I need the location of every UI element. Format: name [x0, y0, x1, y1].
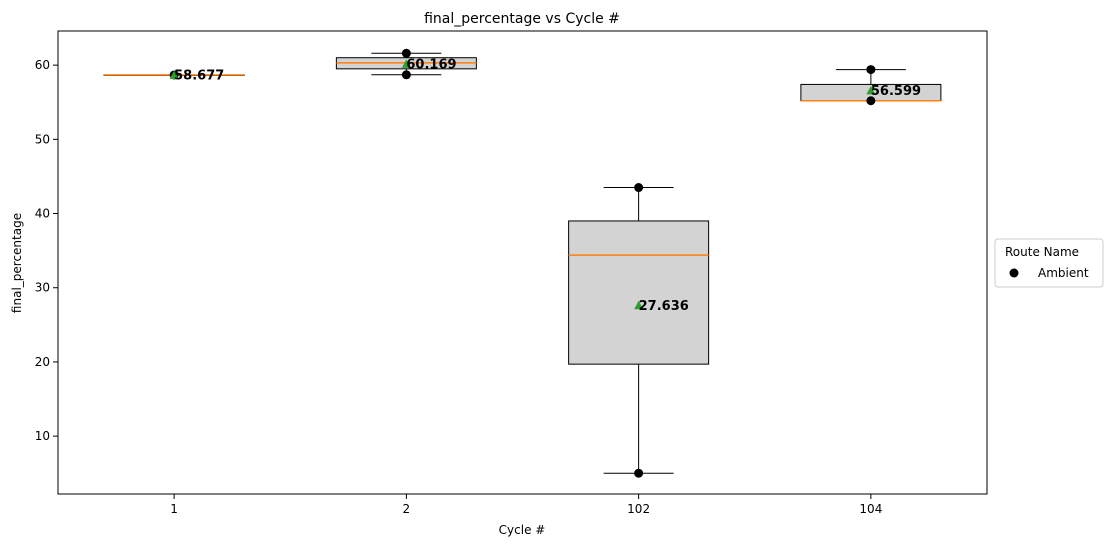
mean-label-102: 27.636 — [639, 299, 689, 314]
y-axis: 10 20 30 40 50 60 — [35, 58, 58, 443]
y-axis-label: final_percentage — [10, 213, 24, 313]
legend-entry-ambient: Ambient — [1038, 266, 1089, 280]
y-tick-label: 40 — [35, 207, 50, 221]
data-point-2 — [401, 70, 411, 80]
mean-label-1: 58.677 — [174, 68, 224, 83]
y-tick-label: 10 — [35, 429, 50, 443]
data-point-102 — [634, 468, 644, 478]
x-tick-label: 104 — [859, 502, 882, 516]
data-point-104 — [866, 96, 876, 106]
y-tick-label: 50 — [35, 132, 50, 146]
y-tick-label: 30 — [35, 281, 50, 295]
mean-marker-104 — [866, 85, 876, 95]
data-point-102 — [634, 183, 644, 193]
x-tick-label: 1 — [170, 502, 178, 516]
mean-marker-2 — [401, 59, 411, 68]
box-plots: 58.677 60.169 27.636 56.599 — [103, 48, 942, 478]
legend: Route Name Ambient — [994, 238, 1104, 288]
box-102 — [568, 220, 710, 365]
mean-marker-1 — [169, 70, 179, 79]
legend-marker-ambient — [1009, 268, 1019, 278]
mean-label-2: 60.169 — [406, 57, 456, 72]
data-point-104 — [866, 65, 876, 75]
y-tick-label: 60 — [35, 58, 50, 72]
x-tick-label: 102 — [627, 502, 650, 516]
mean-marker-102 — [634, 300, 644, 310]
data-point-2 — [401, 48, 411, 58]
legend-title: Route Name — [1005, 245, 1079, 259]
y-tick-label: 20 — [35, 355, 50, 369]
mean-label-104: 56.599 — [871, 84, 921, 99]
x-axis-label: Cycle # — [499, 523, 546, 537]
chart-title: final_percentage vs Cycle # — [424, 11, 620, 27]
x-axis: 1 2 102 104 — [170, 494, 882, 516]
legend-frame — [994, 238, 1104, 288]
x-tick-label: 2 — [403, 502, 411, 516]
plot-area — [57, 30, 988, 495]
